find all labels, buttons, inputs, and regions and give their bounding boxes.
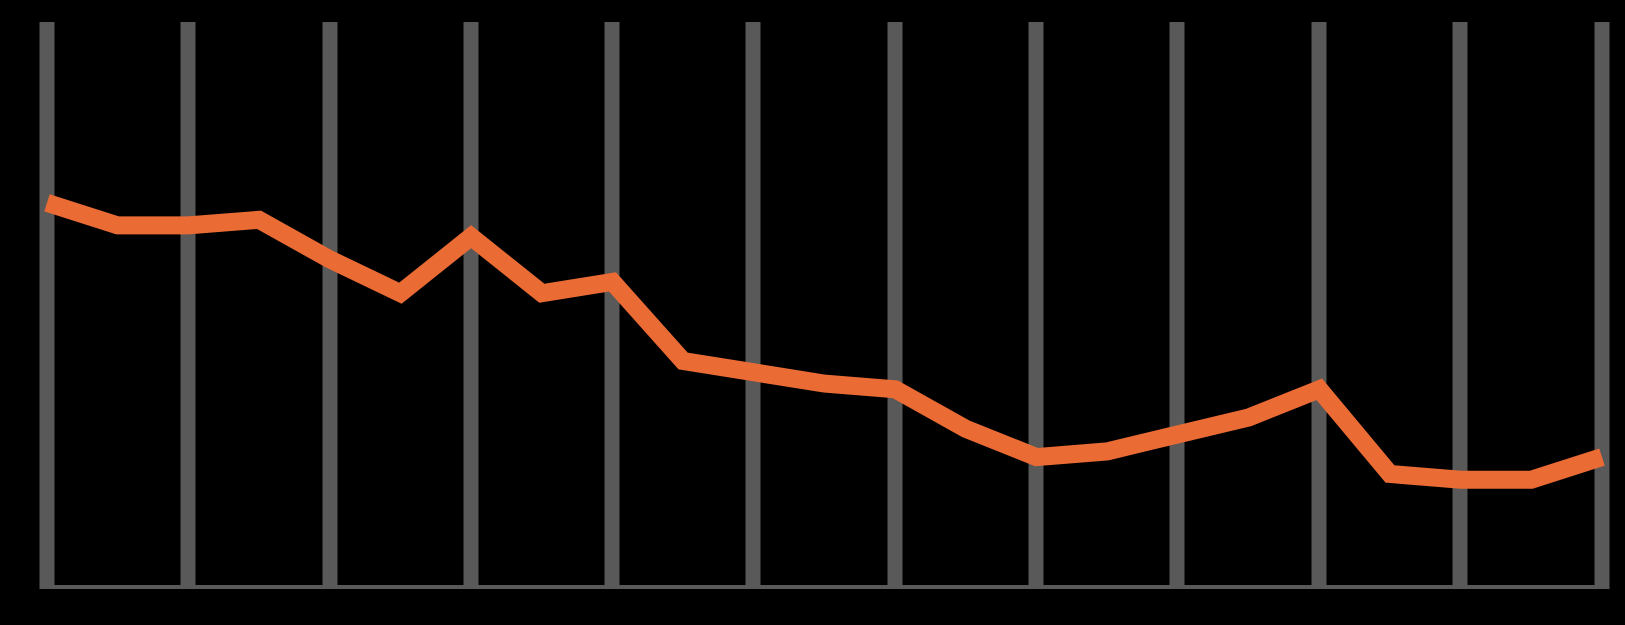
chart-background: [0, 0, 1625, 625]
chart-svg: [0, 0, 1625, 625]
line-chart: [0, 0, 1625, 625]
